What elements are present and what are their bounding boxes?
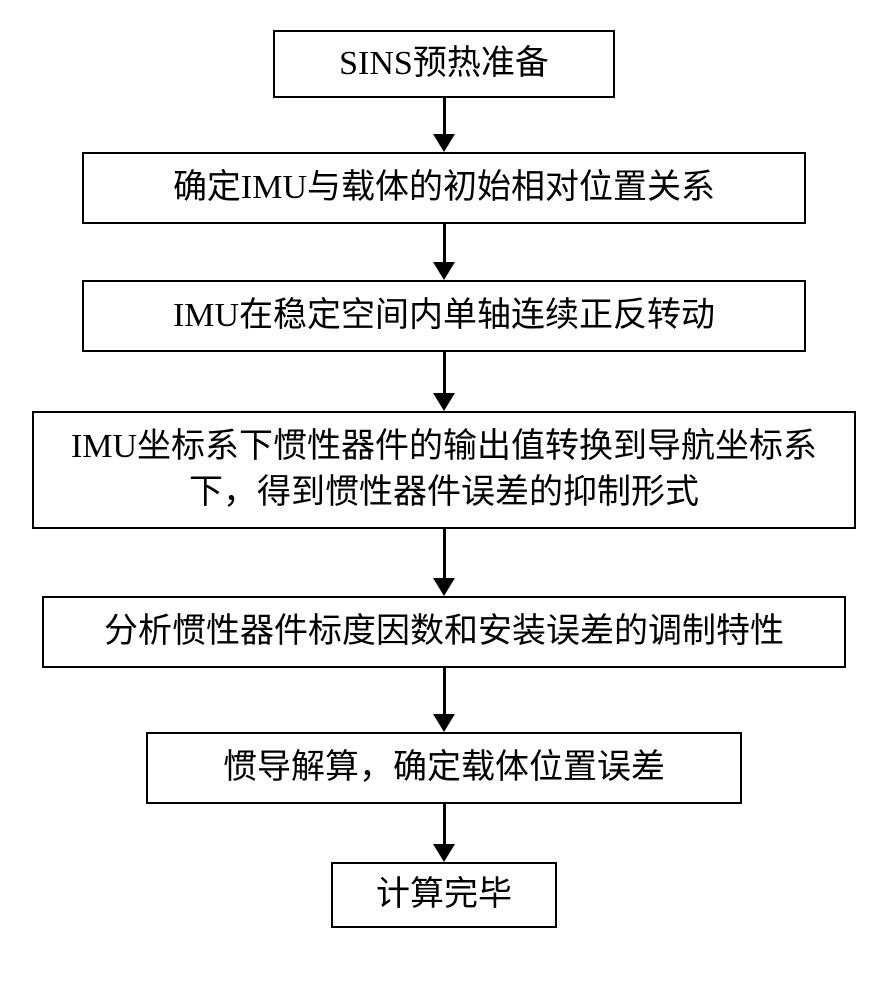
arrow-head-icon <box>433 578 455 596</box>
flow-node-n5: 分析惯性器件标度因数和安装误差的调制特性 <box>42 596 846 668</box>
arrow-head-icon <box>433 393 455 411</box>
arrow-line <box>443 804 446 844</box>
flow-node-label: 计算完毕 <box>376 872 512 918</box>
flow-node-label: SINS预热准备 <box>339 41 549 87</box>
flow-node-n2: 确定IMU与载体的初始相对位置关系 <box>82 152 806 224</box>
flow-node-n4: IMU坐标系下惯性器件的输出值转换到导航坐标系下，得到惯性器件误差的抑制形式 <box>32 411 856 529</box>
flow-node-label: 惯导解算，确定载体位置误差 <box>223 745 665 791</box>
flow-node-n6: 惯导解算，确定载体位置误差 <box>146 732 742 804</box>
arrow-line <box>443 98 446 134</box>
flow-node-n3: IMU在稳定空间内单轴连续正反转动 <box>82 280 806 352</box>
arrow-head-icon <box>433 134 455 152</box>
flow-node-n7: 计算完毕 <box>331 862 557 928</box>
arrow-line <box>443 529 446 578</box>
flow-node-label: 确定IMU与载体的初始相对位置关系 <box>173 165 715 211</box>
arrow-line <box>443 352 446 393</box>
arrow-line <box>443 668 446 714</box>
flowchart-canvas: SINS预热准备确定IMU与载体的初始相对位置关系 IMU在稳定空间内单轴连续正反… <box>0 0 889 1000</box>
arrow-head-icon <box>433 262 455 280</box>
arrow-head-icon <box>433 714 455 732</box>
arrow-line <box>443 224 446 262</box>
flow-node-n1: SINS预热准备 <box>273 30 615 98</box>
flow-node-label: IMU在稳定空间内单轴连续正反转动 <box>173 293 715 339</box>
arrow-head-icon <box>433 844 455 862</box>
flow-node-label: 分析惯性器件标度因数和安装误差的调制特性 <box>104 609 784 655</box>
flow-node-label: IMU坐标系下惯性器件的输出值转换到导航坐标系下，得到惯性器件误差的抑制形式 <box>44 424 844 516</box>
